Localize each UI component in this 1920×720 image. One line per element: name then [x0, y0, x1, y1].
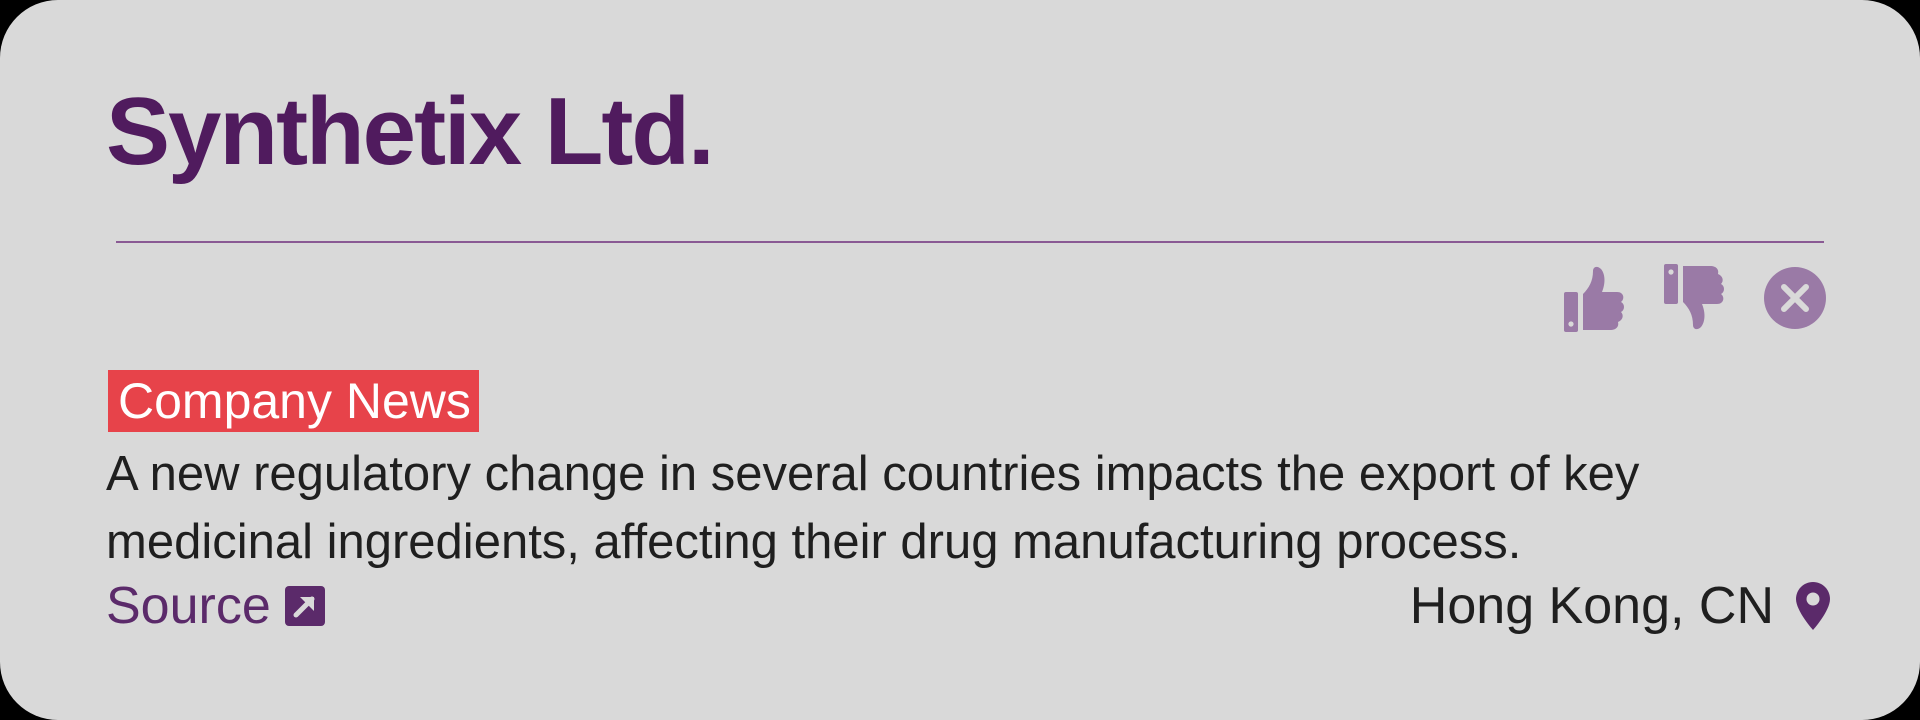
news-description: A new regulatory change in several count…	[106, 447, 1640, 569]
card-actions	[1562, 262, 1828, 334]
company-name: Synthetix Ltd.	[106, 78, 715, 185]
source-label: Source	[106, 577, 271, 635]
location-label: Hong Kong, CN	[1409, 577, 1774, 635]
location: Hong Kong, CN	[1410, 572, 1830, 640]
dismiss-button[interactable]	[1762, 262, 1828, 334]
thumbs-up-icon	[1562, 262, 1628, 334]
map-pin-icon	[1796, 582, 1830, 630]
close-circle-icon	[1763, 266, 1827, 330]
external-link-icon	[284, 586, 325, 626]
source-link[interactable]: Source	[106, 572, 325, 640]
category-tag: Company News	[108, 370, 479, 432]
thumbs-down-icon	[1662, 262, 1728, 334]
divider	[116, 241, 1824, 243]
like-button[interactable]	[1562, 262, 1628, 334]
dislike-button[interactable]	[1662, 262, 1728, 334]
